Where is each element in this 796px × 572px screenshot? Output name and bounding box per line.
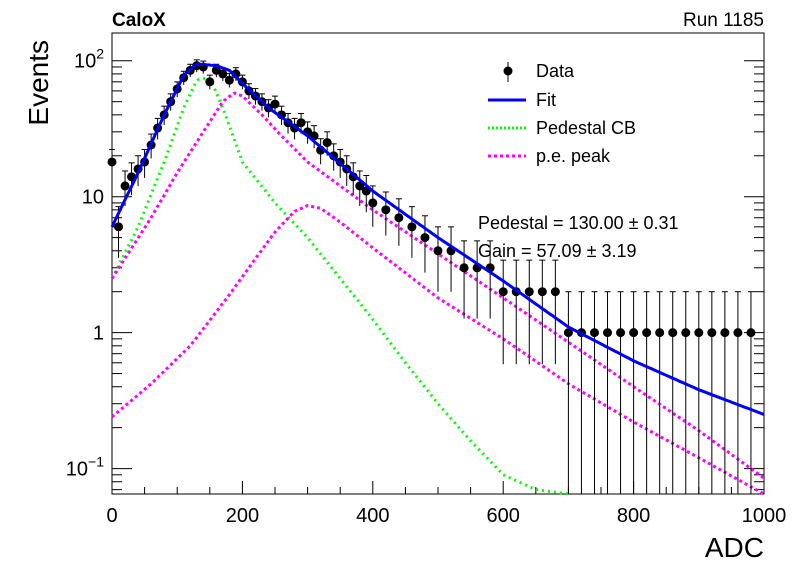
legend-label-fit: Fit — [536, 90, 556, 110]
run-label: Run 1185 — [683, 10, 764, 31]
data-point — [720, 328, 730, 338]
data-point — [218, 69, 228, 79]
pe-peak-curve-1 — [110, 91, 765, 480]
legend-keys — [488, 62, 526, 158]
data-point — [707, 328, 717, 338]
legend-label-data: Data — [536, 61, 575, 81]
data-point — [107, 157, 117, 167]
axis-ticks — [111, 60, 765, 494]
data-point — [114, 222, 124, 232]
data-point — [616, 328, 626, 338]
x-tick-labels: 0 200 400 600 800 1000 — [106, 505, 786, 527]
chart-marks — [107, 59, 765, 496]
data-point — [498, 287, 508, 297]
data-point — [459, 263, 469, 273]
legend-label-pe: p.e. peak — [536, 146, 611, 166]
y-tick-label: 10 — [82, 187, 104, 209]
data-point — [205, 77, 215, 87]
y-tick-label: 10−1 — [66, 454, 104, 481]
legend-label-pedestal: Pedestal CB — [536, 118, 636, 138]
data-point — [642, 328, 652, 338]
data-point — [407, 222, 417, 232]
x-tick-label: 600 — [487, 505, 520, 527]
data-point — [270, 99, 280, 109]
data-point — [629, 328, 639, 338]
data-point — [733, 328, 743, 338]
data-point — [368, 198, 378, 208]
data-point — [322, 138, 332, 148]
data-point — [381, 205, 391, 215]
x-tick-label: 0 — [106, 505, 117, 527]
data-point — [420, 233, 430, 243]
data-point — [668, 328, 678, 338]
x-tick-label: 800 — [617, 505, 650, 527]
data-point — [524, 287, 534, 297]
pedestal-cb-curve — [110, 76, 569, 496]
calox-label: CaloX — [112, 10, 166, 31]
data-point — [746, 328, 756, 338]
legend: Data Fit Pedestal CB p.e. peak — [488, 61, 636, 166]
data-point — [224, 75, 234, 85]
fit-curve — [110, 62, 765, 416]
x-tick-label: 1000 — [742, 505, 787, 527]
legend-key-data — [503, 66, 513, 76]
y-tick-label: 1 — [93, 323, 104, 345]
data-point — [655, 328, 665, 338]
data-point — [120, 181, 130, 191]
x-tick-label: 200 — [226, 505, 259, 527]
y-axis-label: Events — [23, 40, 54, 126]
data-point — [603, 328, 613, 338]
data-point — [537, 287, 547, 297]
data-point — [394, 213, 404, 223]
pe-peak-curve-2 — [111, 204, 765, 496]
data-point — [550, 287, 560, 297]
gain-fit-result: Gain = 57.09 ± 3.19 — [478, 241, 637, 261]
x-tick-label: 400 — [356, 505, 389, 527]
y-tick-label: 102 — [74, 46, 104, 73]
data-point — [694, 328, 704, 338]
data-point — [563, 328, 573, 338]
data-point — [589, 328, 599, 338]
data-point — [433, 246, 443, 256]
data-point — [681, 328, 691, 338]
y-tick-labels: 10−1 1 10 102 — [66, 46, 104, 481]
data-point — [296, 118, 306, 128]
x-axis-label: ADC — [705, 532, 764, 563]
pedestal-fit-result: Pedestal = 130.00 ± 0.31 — [478, 213, 679, 233]
